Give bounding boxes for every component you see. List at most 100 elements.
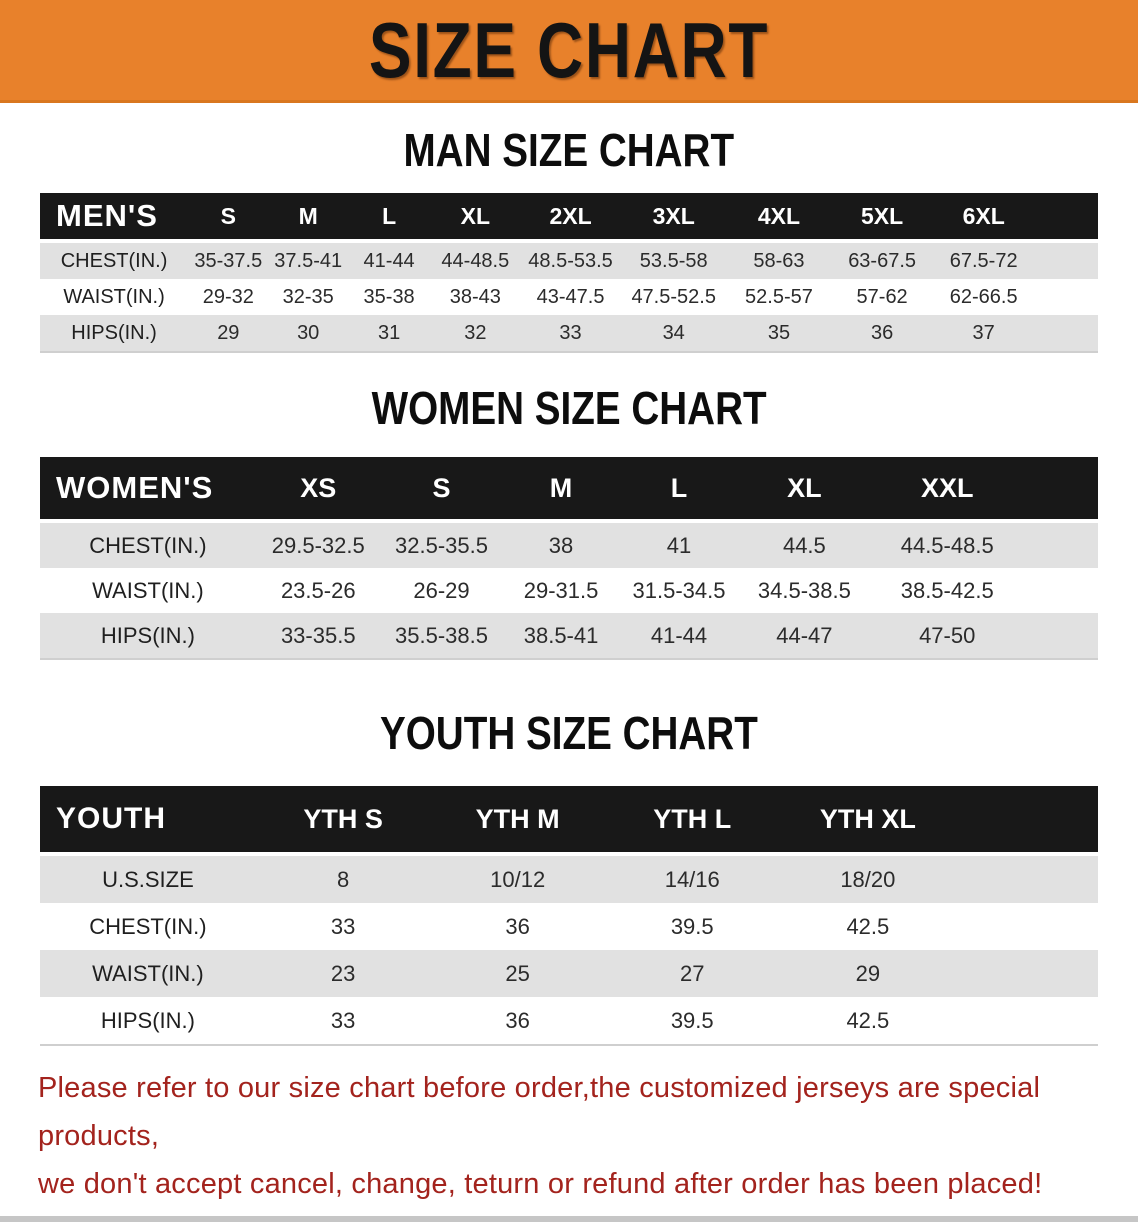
spacer-cell: [1024, 568, 1098, 613]
row-label: WAIST(IN.): [63, 285, 165, 308]
size-value-cell: 37.5-41: [268, 241, 348, 279]
size-column-header: 4XL: [726, 193, 832, 243]
size-value-cell: 26-29: [413, 577, 470, 603]
men-size-table: MEN'S S M L XL 2XL 3XL 4XL 5XL 6XL CHEST(IN.) 35-37…: [40, 193, 1098, 353]
youth-header-row: YOUTH YTH S YTH M YTH L YTH XL: [40, 786, 1098, 856]
size-column-header: S: [380, 457, 503, 523]
size-value-cell: 43-47.5: [536, 285, 605, 308]
women-section-title: WOMEN SIZE CHART: [371, 382, 767, 434]
men-section-title: MAN SIZE CHART: [403, 124, 735, 176]
size-value-cell: 44-47: [738, 613, 871, 660]
size-column-header: YTH XL: [779, 786, 957, 856]
size-value-cell: 29-32: [202, 285, 254, 308]
measurement-row: CHEST(IN.) 29.5-32.5 32.5-35.5 38 41 44.5 44.5…: [40, 521, 1098, 568]
section-men: MAN SIZE CHART MEN'S S M L XL 2XL 3XL 4XL 5XL 6XL…: [0, 103, 1138, 353]
size-value-cell: 52.5-57: [745, 285, 813, 308]
size-value-cell: 25: [430, 950, 605, 997]
size-value-cell: 42.5: [779, 997, 957, 1046]
size-value-cell: 62-66.5: [949, 285, 1018, 308]
size-value-cell: 33: [255, 997, 431, 1046]
footer-line-2: we don't accept cancel, change, teturn o…: [38, 1168, 1043, 1200]
size-value-cell: 38-43: [449, 285, 501, 308]
row-label: WAIST(IN.): [40, 950, 256, 997]
section-women: WOMEN SIZE CHART WOMEN'S XS S M L XL XXL CHEST(…: [0, 353, 1138, 660]
men-header-label: MEN'S: [40, 193, 189, 243]
spacer-cell: [1034, 279, 1098, 315]
size-column-header: 2XL: [520, 193, 621, 243]
footer-line-1: Please refer to our size chart before or…: [38, 1072, 1041, 1152]
youth-section-title: YOUTH SIZE CHART: [380, 707, 758, 759]
size-column-header: L: [619, 457, 739, 523]
size-value-cell: 35.5-38.5: [380, 613, 503, 660]
size-value-cell: 47-50: [870, 613, 1024, 660]
spacer-cell: [1034, 193, 1098, 243]
size-value-cell: 29: [779, 950, 957, 997]
spacer-cell: [956, 997, 1098, 1046]
size-value-cell: 67.5-72: [932, 241, 1035, 279]
section-youth: YOUTH SIZE CHART YOUTH YTH S YTH M YTH L YTH…: [0, 660, 1138, 1046]
size-value-cell: 8: [255, 854, 431, 903]
women-header-row: WOMEN'S XS S M L XL XXL: [40, 457, 1098, 523]
size-column-header: M: [268, 193, 348, 243]
size-value-cell: 29.5-32.5: [255, 521, 381, 568]
size-column-header: XL: [738, 457, 871, 523]
size-value-cell: 34: [620, 315, 727, 353]
measurement-row: HIPS(IN.) 33 36 39.5 42.5: [40, 997, 1098, 1046]
footer-note: Please refer to our size chart before or…: [38, 1064, 1100, 1208]
size-column-header: YTH S: [255, 786, 431, 856]
row-label: HIPS(IN.): [40, 315, 189, 353]
size-column-header: 5XL: [831, 193, 933, 243]
measurement-row: WAIST(IN.) 29-32 32-35 35-38 38-43 43-47.5 47.…: [40, 279, 1098, 315]
size-value-cell: 30: [268, 315, 348, 353]
women-size-table: WOMEN'S XS S M L XL XXL CHEST(IN.) 29.5-32.5 32.5…: [40, 457, 1098, 660]
size-value-cell: 36: [831, 315, 933, 353]
size-value-cell: 33: [330, 913, 356, 939]
size-value-cell: 33: [520, 315, 621, 353]
size-value-cell: 32-35: [282, 285, 334, 308]
spacer-cell: [1034, 241, 1098, 279]
size-value-cell: 14/16: [604, 854, 780, 903]
size-value-cell: 57-62: [856, 285, 908, 308]
size-column-header: 6XL: [932, 193, 1035, 243]
size-value-cell: 39.5: [604, 997, 780, 1046]
row-label: WAIST(IN.): [92, 577, 204, 603]
size-column-header: M: [502, 457, 620, 523]
size-value-cell: 23: [255, 950, 431, 997]
size-column-header: XL: [430, 193, 521, 243]
size-value-cell: 44.5: [738, 521, 871, 568]
row-label: HIPS(IN.): [40, 613, 256, 660]
size-value-cell: 41-44: [347, 241, 431, 279]
women-header-label: WOMEN'S: [40, 457, 256, 523]
size-column-header: L: [347, 193, 431, 243]
spacer-cell: [1023, 457, 1098, 523]
size-value-cell: 42.5: [846, 913, 890, 939]
size-value-cell: 53.5-58: [620, 241, 727, 279]
size-column-header: YTH M: [430, 786, 605, 856]
size-value-cell: 38: [502, 521, 620, 568]
men-header-row: MEN'S S M L XL 2XL 3XL 4XL 5XL 6XL: [40, 193, 1098, 243]
youth-size-table: YOUTH YTH S YTH M YTH L YTH XL U.S.SIZE 8 10/12…: [40, 786, 1098, 1046]
spacer-cell: [956, 786, 1098, 856]
size-value-cell: 29-31.5: [523, 577, 599, 603]
size-value-cell: 23.5-26: [280, 577, 356, 603]
spacer-cell: [1023, 521, 1098, 568]
banner-title: SIZE CHART: [368, 6, 770, 94]
size-column-header: XXL: [870, 457, 1024, 523]
size-column-header: 3XL: [620, 193, 727, 243]
size-value-cell: 27: [604, 950, 780, 997]
size-value-cell: 58-63: [726, 241, 832, 279]
size-value-cell: 35-37.5: [188, 241, 269, 279]
banner: SIZE CHART: [0, 0, 1138, 103]
size-value-cell: 31: [347, 315, 431, 353]
size-value-cell: 32.5-35.5: [380, 521, 503, 568]
size-column-header: YTH L: [604, 786, 780, 856]
measurement-row: CHEST(IN.) 33 36 39.5 42.5: [40, 903, 1098, 950]
size-value-cell: 38.5-41: [502, 613, 620, 660]
size-value-cell: 34.5-38.5: [757, 577, 851, 603]
size-column-header: S: [188, 193, 269, 243]
size-value-cell: 10/12: [430, 854, 605, 903]
size-value-cell: 35-38: [363, 285, 415, 308]
youth-table-slot: YOUTH YTH S YTH M YTH L YTH XL U.S.SIZE 8 10/12…: [40, 786, 1098, 1046]
size-value-cell: 41: [619, 521, 739, 568]
